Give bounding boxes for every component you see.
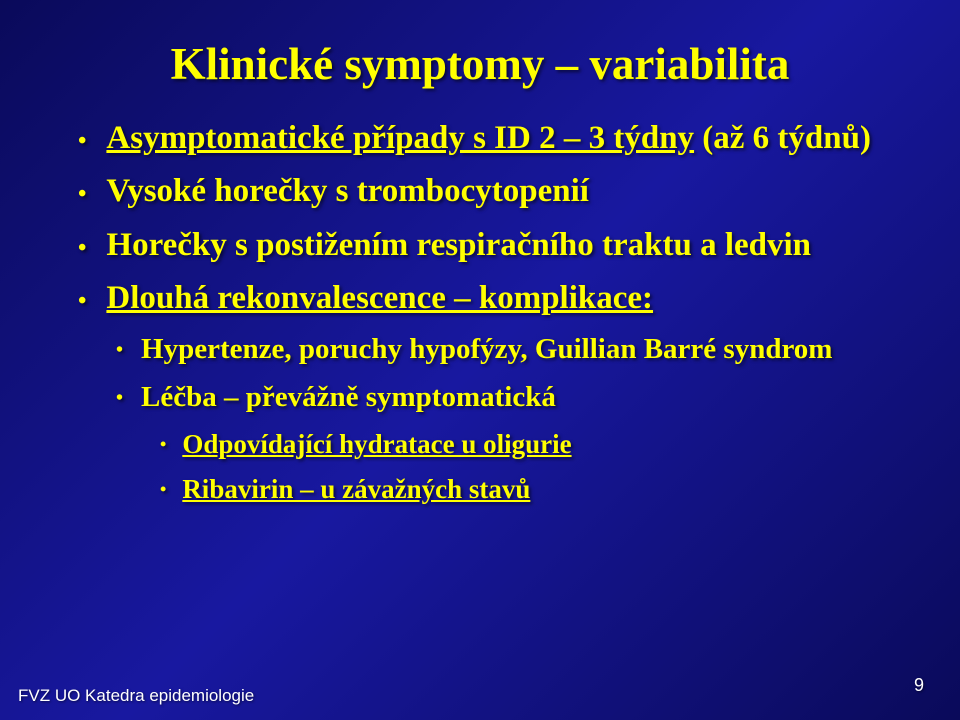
bullet-icon: • [116,337,123,363]
list-item-text: Hypertenze, poruchy hypofýzy, Guillian B… [141,331,832,369]
bullet-icon: • [160,477,166,501]
bullet-icon: • [160,432,166,456]
main-list: • Asymptomatické případy s ID 2 – 3 týdn… [60,118,900,319]
footer-text: FVZ UO Katedra epidemiologie [18,686,254,706]
list-item: • Odpovídající hydratace u oligurie [160,426,900,462]
list-item-text: Dlouhá rekonvalescence – komplikace: [106,278,653,319]
list-item-text: Ribavirin – u závažných stavů [182,471,530,507]
bullet-icon: • [116,385,123,411]
list-item: • Hypertenze, poruchy hypofýzy, Guillian… [116,331,900,369]
bullet-icon: • [78,233,86,263]
list-item: • Horečky s postižením respiračního trak… [78,225,900,266]
subsub-list: • Odpovídající hydratace u oligurie • Ri… [60,426,900,507]
bullet-icon: • [78,126,86,156]
list-item-text: Horečky s postižením respiračního traktu… [106,225,811,266]
list-item: • Vysoké horečky s trombocytopenií [78,171,900,212]
list-item: • Léčba – převážně symptomatická [116,379,900,417]
list-item: • Ribavirin – u závažných stavů [160,471,900,507]
list-item-text: Odpovídající hydratace u oligurie [182,426,571,462]
list-item-text: Léčba – převážně symptomatická [141,379,556,417]
bullet-icon: • [78,179,86,209]
page-number: 9 [914,675,924,696]
slide-title: Klinické symptomy – variabilita [60,38,900,90]
list-item: • Dlouhá rekonvalescence – komplikace: [78,278,900,319]
sub-list-1: • Hypertenze, poruchy hypofýzy, Guillian… [60,331,900,416]
bullet-icon: • [78,286,86,316]
list-item: • Asymptomatické případy s ID 2 – 3 týdn… [78,118,900,159]
list-item-text: Asymptomatické případy s ID 2 – 3 týdny … [106,118,871,159]
list-item-text: Vysoké horečky s trombocytopenií [106,171,589,212]
